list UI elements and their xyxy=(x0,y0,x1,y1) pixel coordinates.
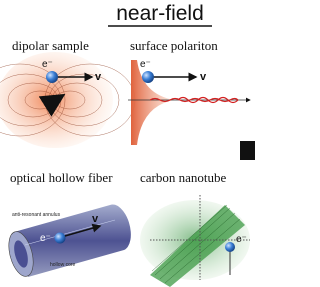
nanotube-image xyxy=(140,195,250,287)
panel-label: surface polariton xyxy=(130,38,218,53)
figure: near-field dipolar sample e⁻ v surface p… xyxy=(0,0,255,287)
panel-label: carbon nanotube xyxy=(140,170,227,185)
electron xyxy=(225,242,235,252)
charge-label: e⁻ xyxy=(236,234,247,245)
velocity-label: v xyxy=(92,213,99,225)
charge-label: e⁻ xyxy=(140,59,151,70)
annotation: anti-resonant annulus xyxy=(12,212,61,218)
title: near-field xyxy=(116,2,204,25)
panel-label: dipolar sample xyxy=(12,38,89,53)
electron xyxy=(142,71,154,83)
electron xyxy=(55,233,66,244)
black-block xyxy=(240,141,255,160)
charge-label: e⁻ xyxy=(40,233,51,244)
velocity-label: v xyxy=(200,71,207,83)
dipole-image xyxy=(0,52,135,148)
charge-label: e⁻ xyxy=(42,59,53,70)
velocity-label: v xyxy=(95,71,102,83)
electron xyxy=(46,71,58,83)
annotation: hollow core xyxy=(50,262,76,268)
panel-label: optical hollow fiber xyxy=(10,170,113,185)
